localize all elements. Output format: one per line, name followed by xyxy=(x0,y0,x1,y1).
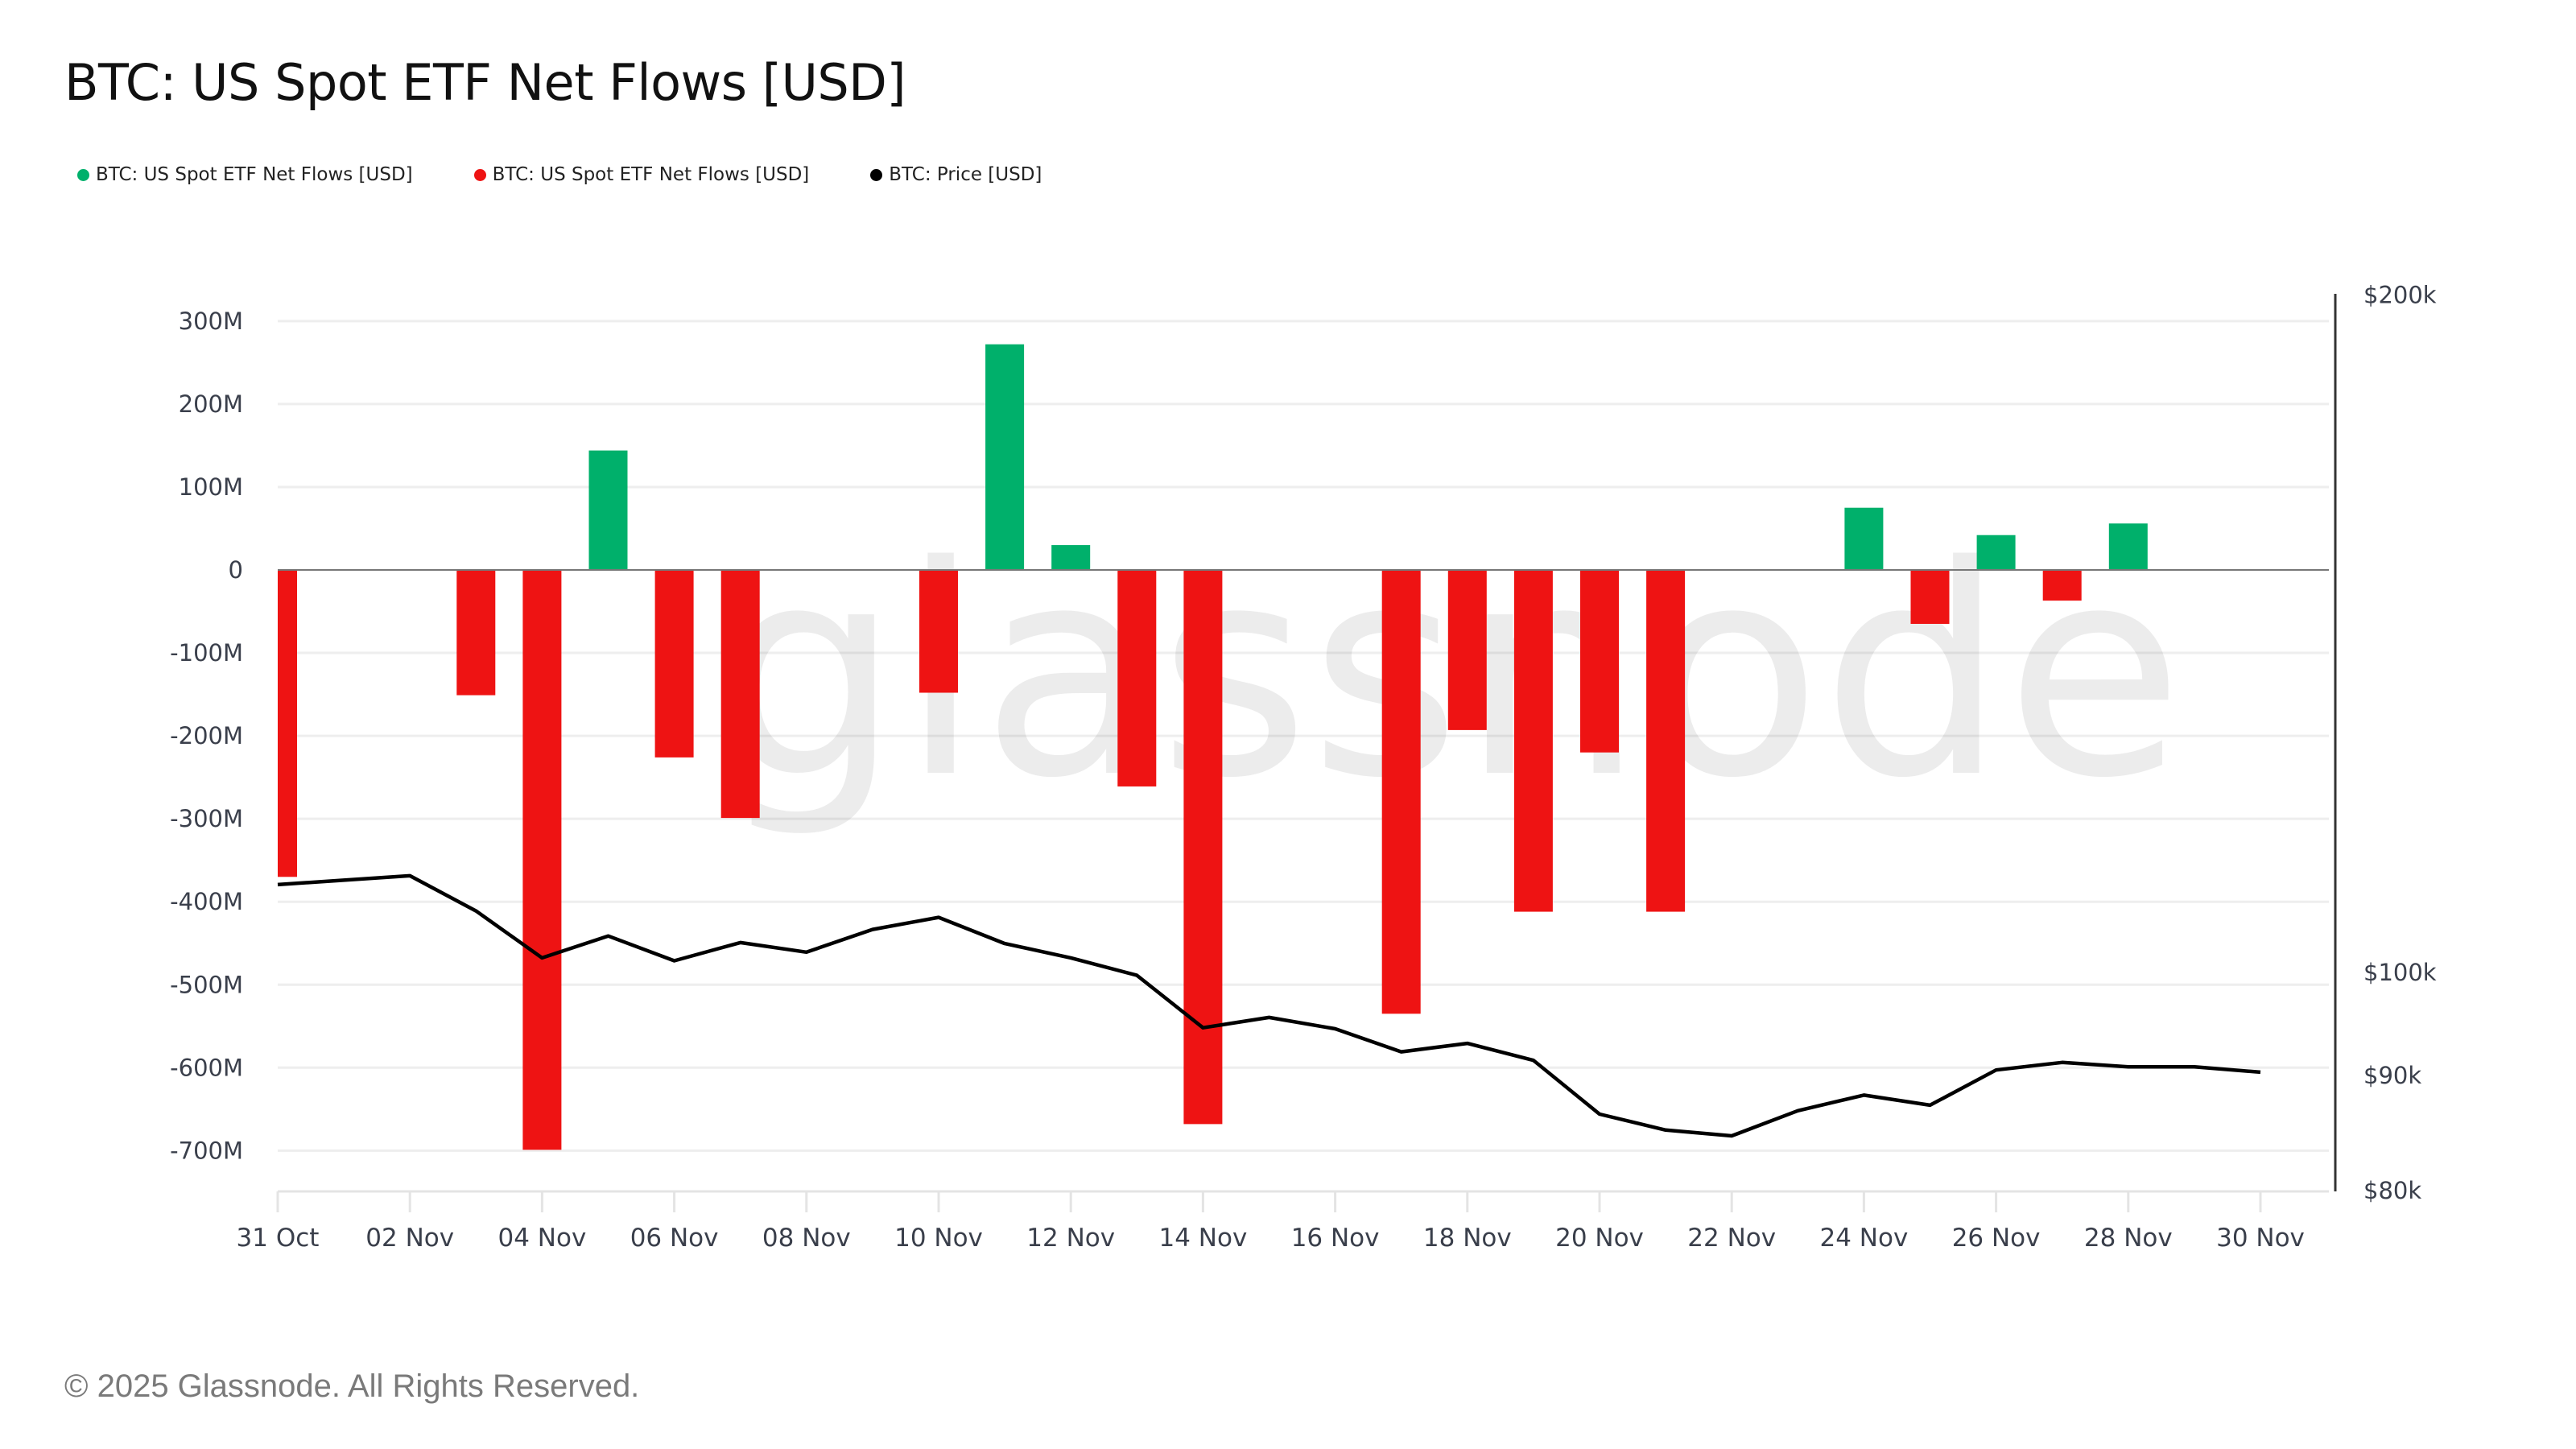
price-line xyxy=(277,873,2261,1138)
right-y-axis: $200k $100k $90k $80k xyxy=(2334,282,2437,1204)
net-flow-bars xyxy=(278,344,2148,1150)
outflow-bar xyxy=(919,570,958,693)
inflow-bar xyxy=(985,344,1025,570)
inflow-bar xyxy=(1976,535,2016,570)
inflow-bar xyxy=(1051,545,1091,570)
x-tick-label: 10 Nov xyxy=(894,1224,983,1253)
right-y-tick-label: $90k xyxy=(2363,1062,2421,1089)
x-tick-label: 24 Nov xyxy=(1819,1224,1908,1253)
left-y-axis: 300M 200M 100M 0 -100M -200M -300M -400M -500M -6… xyxy=(170,308,243,1164)
inflow-bar xyxy=(1844,507,1884,570)
right-y-tick-label: $100k xyxy=(2363,959,2437,986)
x-tick-label: 04 Nov xyxy=(497,1224,586,1253)
x-tick-label: 22 Nov xyxy=(1687,1224,1776,1253)
y-tick-label: -400M xyxy=(170,888,243,915)
inflow-bar xyxy=(588,450,628,570)
legend-label-price: BTC: Price [USD] xyxy=(889,164,1042,185)
x-tick-label: 30 Nov xyxy=(2216,1224,2305,1253)
black-dot-icon xyxy=(870,168,883,181)
x-tick-label: 14 Nov xyxy=(1158,1224,1247,1253)
outflow-bar xyxy=(456,570,496,696)
legend: BTC: US Spot ETF Net Flows [USD] BTC: US… xyxy=(77,164,1042,185)
y-tick-label: -300M xyxy=(170,805,243,832)
y-tick-label: -600M xyxy=(170,1054,243,1081)
x-tick-label: 28 Nov xyxy=(2084,1224,2173,1253)
legend-item-outflows[interactable]: BTC: US Spot ETF Net Flows [USD] xyxy=(473,164,810,185)
right-y-tick-label: $200k xyxy=(2363,282,2437,309)
x-tick-label: 12 Nov xyxy=(1026,1224,1115,1253)
x-tick-label: 06 Nov xyxy=(630,1224,719,1253)
outflow-bar xyxy=(1513,570,1553,912)
outflow-bar xyxy=(1910,570,1950,624)
chart-title: BTC: US Spot ETF Net Flows [USD] xyxy=(64,53,906,112)
outflow-bar xyxy=(1447,570,1487,730)
x-tick-label: 08 Nov xyxy=(762,1224,851,1253)
x-tick-label: 26 Nov xyxy=(1952,1224,2041,1253)
copyright-footer: © 2025 Glassnode. All Rights Reserved. xyxy=(64,1368,640,1404)
right-y-tick-label: $80k xyxy=(2363,1177,2421,1204)
x-tick-label: 20 Nov xyxy=(1555,1224,1644,1253)
y-tick-label: 0 xyxy=(229,556,243,584)
outflow-bar xyxy=(1580,570,1619,753)
x-tick-label: 16 Nov xyxy=(1291,1224,1380,1253)
legend-label-outflows: BTC: US Spot ETF Net Flows [USD] xyxy=(492,164,810,185)
y-tick-label: -500M xyxy=(170,971,243,998)
y-tick-label: 300M xyxy=(179,308,243,335)
outflow-bar xyxy=(654,570,694,758)
x-axis: 31 Oct 02 Nov 04 Nov 06 Nov 08 Nov 10 Nov 12 N… xyxy=(237,1190,2329,1253)
legend-item-price[interactable]: BTC: Price [USD] xyxy=(870,164,1042,185)
legend-label-inflows: BTC: US Spot ETF Net Flows [USD] xyxy=(96,164,413,185)
outflow-bar xyxy=(2042,570,2082,601)
x-tick-label: 31 Oct xyxy=(237,1224,320,1253)
outflow-bar xyxy=(1381,570,1421,1014)
y-tick-label: -100M xyxy=(170,639,243,667)
outflow-bar xyxy=(1646,570,1686,912)
y-tick-label: 100M xyxy=(179,473,243,501)
outflow-bar xyxy=(278,570,297,877)
outflow-bar xyxy=(720,570,760,819)
y-tick-label: -700M xyxy=(170,1137,243,1164)
y-tick-label: -200M xyxy=(170,722,243,749)
inflow-bar xyxy=(2108,523,2148,570)
green-dot-icon xyxy=(77,168,89,181)
outflow-bar xyxy=(1183,570,1223,1125)
red-dot-icon xyxy=(473,168,486,181)
gridlines xyxy=(278,320,2329,1152)
outflow-bar xyxy=(1117,570,1157,786)
legend-item-inflows[interactable]: BTC: US Spot ETF Net Flows [USD] xyxy=(77,164,413,185)
x-tick-label: 02 Nov xyxy=(365,1224,454,1253)
x-tick-label: 18 Nov xyxy=(1423,1224,1512,1253)
outflow-bar xyxy=(522,570,562,1150)
y-tick-label: 200M xyxy=(179,390,243,418)
